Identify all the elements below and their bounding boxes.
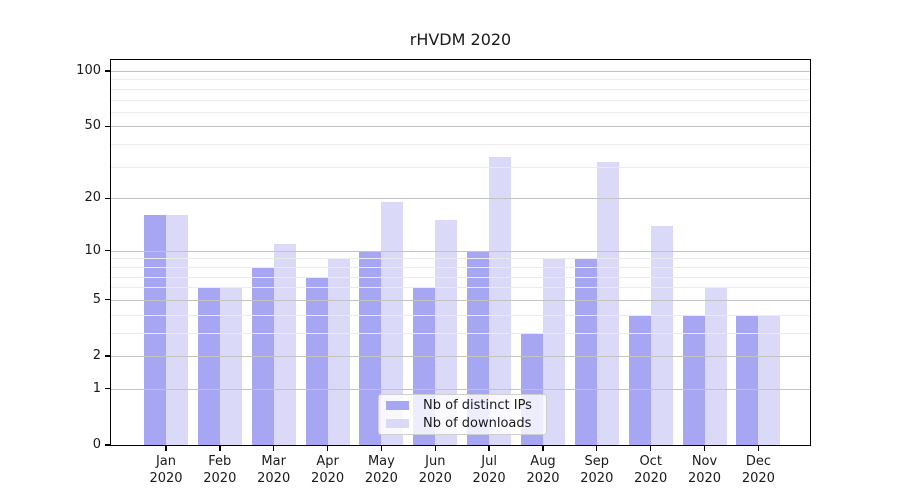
y-tick-mark-0	[105, 444, 110, 446]
bar-downloads-feb	[219, 287, 242, 445]
x-tick-mark-jun	[434, 446, 436, 451]
x-tick-label-nov: Nov 2020	[687, 454, 722, 486]
y-tick-mark-50	[105, 125, 110, 127]
gridline-6	[111, 287, 810, 289]
y-tick-mark-100	[105, 70, 110, 72]
gridline-3	[111, 332, 810, 334]
bar-downloads-oct	[650, 225, 673, 445]
x-tick-mark-aug	[542, 446, 544, 451]
bar-distinct-ips-sep	[574, 258, 597, 445]
legend-label-downloads: Nb of downloads	[423, 416, 532, 431]
x-tick-mark-mar	[273, 446, 275, 451]
y-tick-label-20: 20	[84, 190, 101, 206]
chart-title: rHVDM 2020	[409, 30, 512, 49]
bar-distinct-ips-oct	[628, 314, 651, 445]
y-tick-mark-1	[105, 388, 110, 390]
x-tick-label-dec: Dec 2020	[741, 454, 775, 486]
x-tick-mark-sep	[596, 446, 598, 451]
gridline-100	[111, 70, 810, 72]
gridline-50	[111, 126, 810, 128]
bar-downloads-mar	[273, 243, 296, 445]
bar-downloads-sep	[596, 161, 619, 445]
gridline-20	[111, 198, 810, 200]
x-tick-mark-dec	[757, 446, 759, 451]
legend-item-distinct-ips: Nb of distinct IPs	[386, 398, 546, 413]
gridline-60	[111, 111, 810, 113]
x-tick-label-apr: Apr 2020	[311, 454, 345, 486]
gridline-70	[111, 99, 810, 101]
gridline-80	[111, 88, 810, 90]
legend-item-downloads: Nb of downloads	[386, 416, 546, 431]
y-tick-mark-20	[105, 197, 110, 199]
gridline-10	[111, 250, 810, 252]
gridline-30	[111, 166, 810, 168]
legend-swatch-downloads	[386, 419, 409, 428]
y-tick-label-1: 1	[92, 380, 101, 396]
legend-label-distinct-ips: Nb of distinct IPs	[423, 398, 532, 413]
x-tick-mark-feb	[219, 446, 221, 451]
legend: Nb of distinct IPs Nb of downloads	[378, 394, 547, 435]
bar-distinct-ips-apr	[305, 276, 328, 445]
gridline-2	[111, 356, 810, 357]
bar-downloads-aug	[542, 258, 565, 445]
y-tick-label-100: 100	[76, 62, 101, 78]
gridline-4	[111, 314, 810, 316]
bar-distinct-ips-jan	[144, 215, 166, 445]
x-tick-label-sep: Sep 2020	[580, 454, 614, 486]
bar-distinct-ips-may	[359, 250, 382, 445]
bar-downloads-jan	[166, 215, 188, 445]
x-tick-label-mar: Mar 2020	[257, 454, 291, 486]
bar-distinct-ips-feb	[197, 287, 220, 445]
x-tick-mark-may	[380, 446, 383, 451]
y-tick-mark-2	[105, 355, 110, 357]
x-tick-mark-oct	[650, 446, 652, 451]
x-tick-label-feb: Feb 2020	[203, 454, 237, 486]
legend-swatch-distinct-ips	[386, 401, 409, 410]
bar-downloads-may	[381, 202, 404, 445]
plot-area	[110, 59, 811, 446]
x-tick-label-jan: Jan 2020	[149, 454, 183, 486]
bar-downloads-nov	[704, 287, 727, 445]
bar-downloads-apr	[327, 258, 350, 445]
gridline-8	[111, 266, 810, 268]
x-tick-label-oct: Oct 2020	[634, 454, 668, 486]
x-tick-mark-jul	[488, 446, 490, 451]
x-tick-mark-jan	[165, 446, 167, 451]
x-tick-mark-apr	[326, 446, 329, 451]
y-tick-label-2: 2	[92, 348, 101, 363]
y-tick-mark-10	[105, 249, 110, 252]
x-tick-mark-nov	[703, 446, 706, 451]
gridline-90	[111, 79, 810, 81]
x-tick-label-jul: Jul 2020	[472, 454, 506, 486]
y-tick-label-5: 5	[92, 291, 101, 307]
x-tick-label-may: May 2020	[364, 454, 398, 486]
gridline-1	[111, 388, 810, 390]
y-tick-label-0: 0	[92, 437, 101, 452]
gridline-9	[111, 258, 810, 260]
bar-downloads-dec	[758, 314, 781, 445]
bar-downloads-jul	[489, 156, 512, 445]
bar-distinct-ips-dec	[736, 314, 759, 445]
x-tick-label-jun: Jun 2020	[418, 454, 452, 486]
bar-distinct-ips-mar	[251, 266, 274, 445]
gridline-7	[111, 276, 810, 278]
y-tick-label-10: 10	[84, 242, 101, 258]
y-tick-mark-5	[105, 299, 110, 301]
y-tick-label-50: 50	[84, 118, 101, 134]
bar-distinct-ips-nov	[682, 314, 705, 445]
x-tick-label-aug: Aug 2020	[526, 454, 560, 486]
gridline-40	[111, 144, 810, 145]
gridline-5	[111, 299, 810, 301]
